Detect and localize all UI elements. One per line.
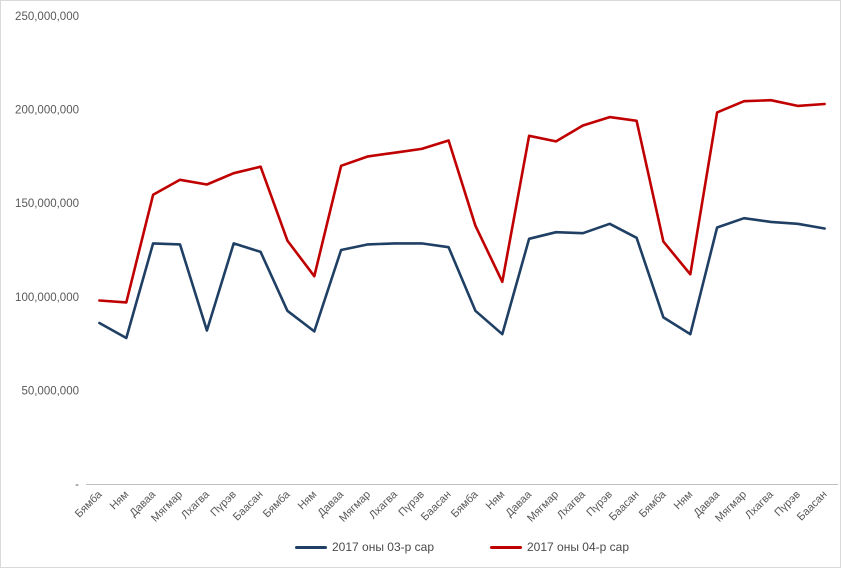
x-axis-tick-label: Бямба [73, 488, 105, 520]
y-axis-tick-label: - [75, 479, 79, 491]
x-axis-tick-label: Бямба [449, 488, 481, 520]
legend-line-swatch-march [295, 545, 327, 549]
x-axis-tick-label: Лхагва [179, 488, 213, 522]
legend-label-march: 2017 оны 03-р сар [332, 540, 434, 554]
x-axis-tick-label: Лхагва [367, 488, 401, 522]
legend-line-swatch-april [490, 545, 522, 549]
x-axis-tick-label: Бямба [261, 488, 293, 520]
x-axis-tick-label: Ням [296, 489, 320, 513]
x-axis-tick-label: Баасан [231, 489, 266, 524]
x-axis-tick-label: Баасан [419, 489, 454, 524]
x-axis-tick-label: Ням [484, 489, 508, 513]
series-line-march [98, 216, 826, 340]
x-axis-tick-label: Бямба [637, 488, 669, 520]
legend-item-march: 2017 оны 03-р сар [295, 540, 434, 554]
y-axis-tick-label: 50,000,000 [21, 385, 79, 397]
x-axis-tick-label: Ням [108, 489, 132, 513]
x-axis-tick-label: Лхагва [743, 488, 777, 522]
y-axis-tick-label: 150,000,000 [15, 198, 79, 210]
x-axis-tick-label: Баасан [607, 489, 642, 524]
x-axis-tick-label: Баасан [795, 489, 830, 524]
y-axis-tick-label: 200,000,000 [15, 105, 79, 117]
x-axis-tick-label: Лхагва [555, 488, 589, 522]
chart-legend: 2017 оны 03-р сар 2017 оны 04-р сар [86, 540, 838, 554]
y-axis-tick-label: 100,000,000 [15, 292, 79, 304]
legend-label-april: 2017 оны 04-р сар [527, 540, 629, 554]
legend-item-april: 2017 оны 04-р сар [490, 540, 629, 554]
x-axis-tick-label: Ням [672, 489, 696, 513]
series-line-april [98, 98, 826, 304]
y-axis-tick-label: 250,000,000 [15, 11, 79, 23]
